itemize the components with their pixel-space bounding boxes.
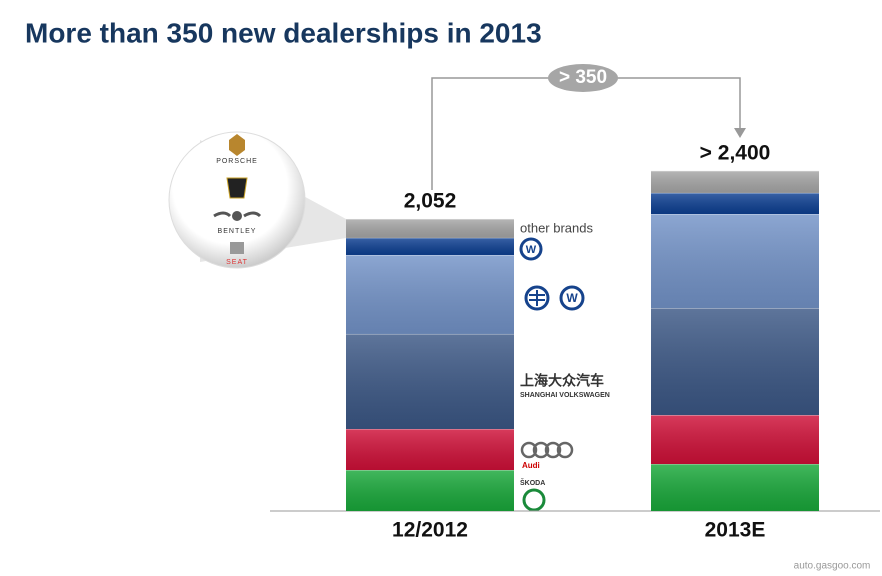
skoda-logo — [522, 488, 546, 512]
audi-rings — [520, 441, 574, 459]
bar-shade — [346, 429, 514, 471]
porsche-logo — [229, 134, 245, 156]
bentley-logo — [232, 211, 242, 221]
faw-logo-mark — [529, 290, 545, 306]
bar-shade — [651, 170, 819, 193]
difference-badge — [548, 64, 618, 92]
vw-logo — [519, 237, 543, 261]
legend-label: other brands — [520, 220, 593, 235]
vw-logo — [559, 285, 585, 311]
vw-logo-mark: W — [526, 244, 537, 256]
legend-label: 上海大众汽车 — [520, 373, 604, 389]
total-label: 2,052 — [404, 190, 457, 213]
legend-label: Audi — [522, 461, 540, 470]
legend-label: SHANGHAI VOLKSWAGEN — [520, 392, 610, 399]
bar-shade — [651, 464, 819, 511]
watermark: auto.gasgoo.com — [794, 561, 871, 572]
difference-label: > 350 — [559, 67, 607, 88]
x-tick-label: 12/2012 — [392, 519, 468, 542]
inset-brand: PORSCHE — [216, 158, 258, 165]
bar-shade — [346, 218, 514, 238]
bar-shade — [651, 214, 819, 309]
seat-logo — [230, 242, 244, 254]
bar-shade — [651, 415, 819, 465]
bar-shade — [346, 333, 514, 430]
bentley-wings — [213, 211, 262, 218]
arrow-head — [734, 128, 746, 138]
bar-shade — [651, 308, 819, 416]
bar-shade — [346, 254, 514, 334]
inset-brand: SEAT — [226, 259, 248, 266]
bar-shade — [346, 470, 514, 511]
lamborghini-logo — [226, 177, 248, 199]
chart-title: More than 350 new dealerships in 2013 — [25, 17, 542, 48]
x-tick-label: 2013E — [705, 519, 766, 542]
vw-logo-mark: W — [566, 291, 578, 305]
bar-shade — [346, 237, 514, 255]
total-label: > 2,400 — [700, 141, 771, 164]
inset-brand: BENTLEY — [218, 228, 257, 235]
bar-shade — [651, 192, 819, 215]
legend-label: ŠKODA — [520, 478, 545, 487]
inset-circle — [168, 131, 306, 269]
